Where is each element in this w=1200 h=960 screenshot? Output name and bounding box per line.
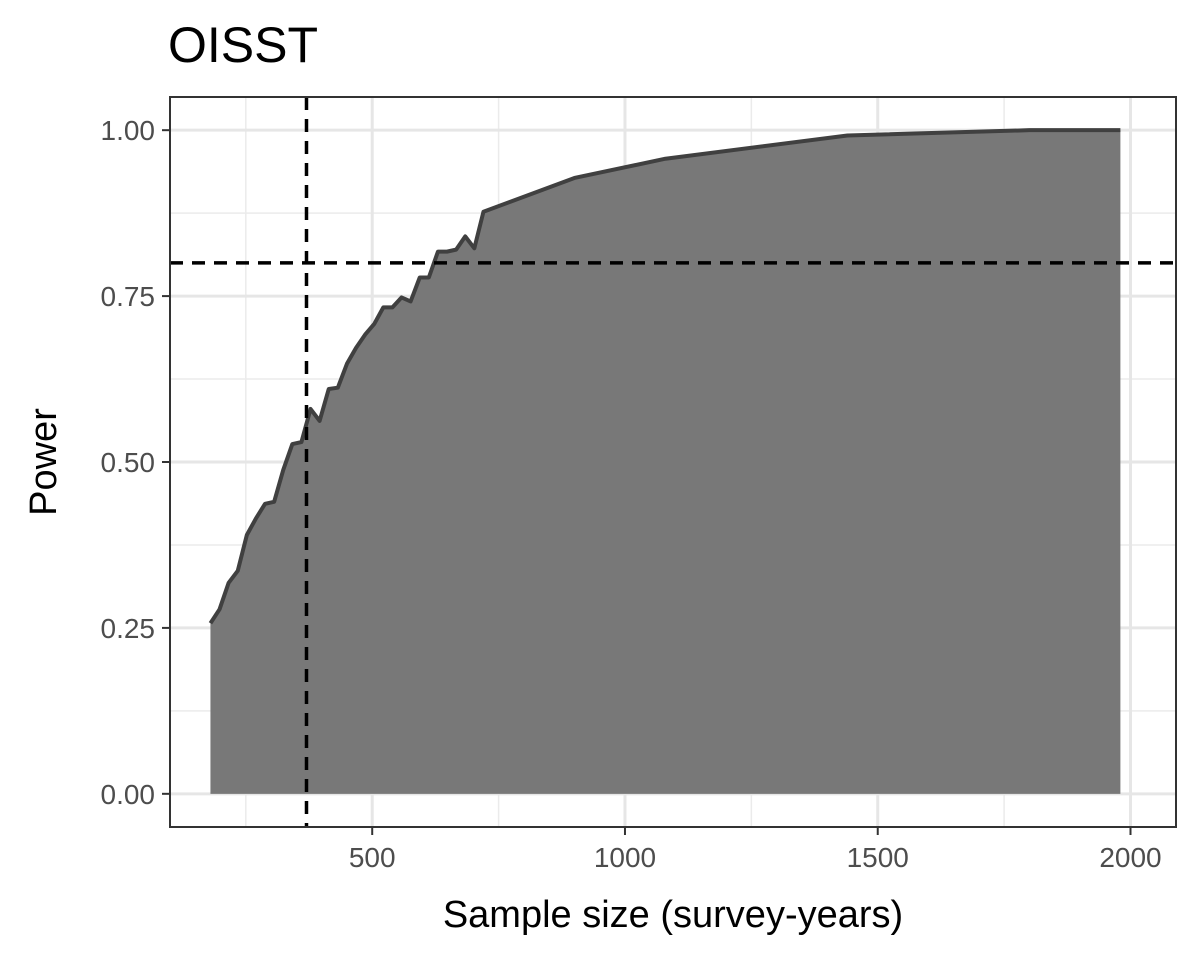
y-tick-label: 0.25 [101, 613, 156, 644]
power-area [210, 130, 1121, 794]
x-axis: 500 1000 1500 2000 [349, 827, 1162, 873]
x-tick-label: 500 [349, 842, 396, 873]
y-tick-label: 0.75 [101, 281, 156, 312]
y-axis-title: Power [23, 408, 65, 516]
y-tick-label: 0.00 [101, 779, 156, 810]
x-tick-label: 2000 [1099, 842, 1161, 873]
x-axis-title: Sample size (survey-years) [443, 894, 903, 936]
y-axis: 0.00 0.25 0.50 0.75 1.00 [101, 115, 170, 810]
x-tick-label: 1500 [847, 842, 909, 873]
x-tick-label: 1000 [594, 842, 656, 873]
y-tick-label: 0.50 [101, 447, 156, 478]
power-line [208, 128, 1121, 625]
chart-title: OISST [168, 17, 318, 73]
y-tick-label: 1.00 [101, 115, 156, 146]
